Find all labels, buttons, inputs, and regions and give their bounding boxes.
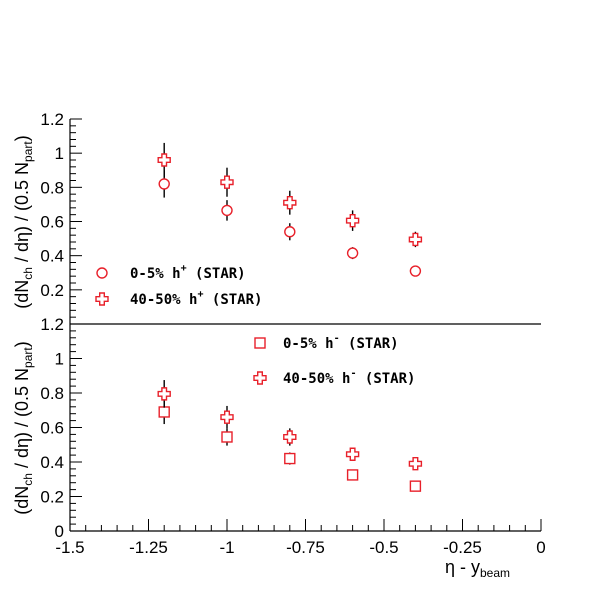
top-series-0-point [221, 204, 233, 217]
top-series-1-point [220, 175, 234, 189]
y-tick-label: 0.2 [40, 488, 64, 507]
x-tick-label: 0 [536, 538, 545, 557]
y-tick-label: 0.8 [40, 178, 64, 197]
legend-bottom-0-label: 0-5% h- (STAR) [283, 333, 399, 352]
top-series-1-point [157, 153, 171, 167]
x-tick-label: -1 [219, 538, 234, 557]
top-series-0-point [346, 247, 359, 259]
top-series-1-point [345, 213, 360, 228]
bottom-series-1-point [220, 410, 234, 424]
y-tick-label: 0.6 [40, 213, 64, 232]
y-tick-label: 0.4 [40, 247, 64, 266]
y-tick-label: 0.8 [40, 384, 64, 403]
bottom-series-1-point [408, 457, 423, 471]
top-series-1-point [408, 232, 423, 247]
x-tick-label: -0.5 [369, 538, 398, 557]
y-axis-title-bottom: (dNch / dη) / (0.5 Npart) [12, 341, 35, 514]
top-series-0-point [284, 226, 296, 238]
x-tick-label: -1.25 [129, 538, 168, 557]
x-tick-label: -1.5 [55, 538, 84, 557]
legend-top-1-marker [95, 292, 109, 306]
bottom-series-1-point [157, 387, 171, 401]
legend-bottom-1-label: 40-50% h- (STAR) [283, 368, 415, 387]
y-tick-label: 0 [55, 522, 64, 541]
y-tick-label: 1 [55, 144, 64, 163]
bottom-series-0-point [284, 452, 296, 465]
legend-top-0-label: 0-5% h+ (STAR) [130, 263, 246, 282]
y-tick-label: 1.2 [40, 110, 64, 129]
x-axis-title: η - ybeam [445, 557, 510, 580]
y-tick-label: 1 [55, 350, 64, 369]
x-tick-label: -0.25 [443, 538, 482, 557]
y-axis-title-top: (dNch / dη) / (0.5 Npart) [12, 135, 35, 308]
legend-top-1-label: 40-50% h+ (STAR) [130, 289, 262, 308]
legend-bottom-0-marker [254, 337, 266, 349]
bottom-series-0-point [409, 480, 422, 492]
bottom-series-0-point [346, 469, 359, 481]
bottom-series-1-point [345, 447, 360, 461]
chart-labels: 0.2 0.4 0.6 0.8 1 1.2 0 0.2 0.4 0.6 0.8 1 1.2 -1.5 -1.… [12, 110, 546, 580]
top-series-1-point [283, 196, 297, 210]
y-tick-label: 0.6 [40, 419, 64, 438]
bottom-series-0-point [158, 406, 170, 418]
chart-frame [69, 118, 542, 532]
legend-top-0-marker [96, 267, 108, 279]
chart-marks [95, 142, 423, 492]
y-tick-label: 1.2 [40, 315, 64, 334]
y-tick-label: 0.4 [40, 453, 64, 472]
top-series-0-point [158, 178, 170, 190]
bottom-series-1-point [283, 430, 297, 444]
x-tick-label: -0.75 [286, 538, 325, 557]
legend-bottom-1-marker [253, 371, 267, 385]
y-tick-label: 0.2 [40, 281, 64, 300]
top-series-0-point [409, 265, 422, 277]
bottom-series-0-point [221, 431, 233, 443]
